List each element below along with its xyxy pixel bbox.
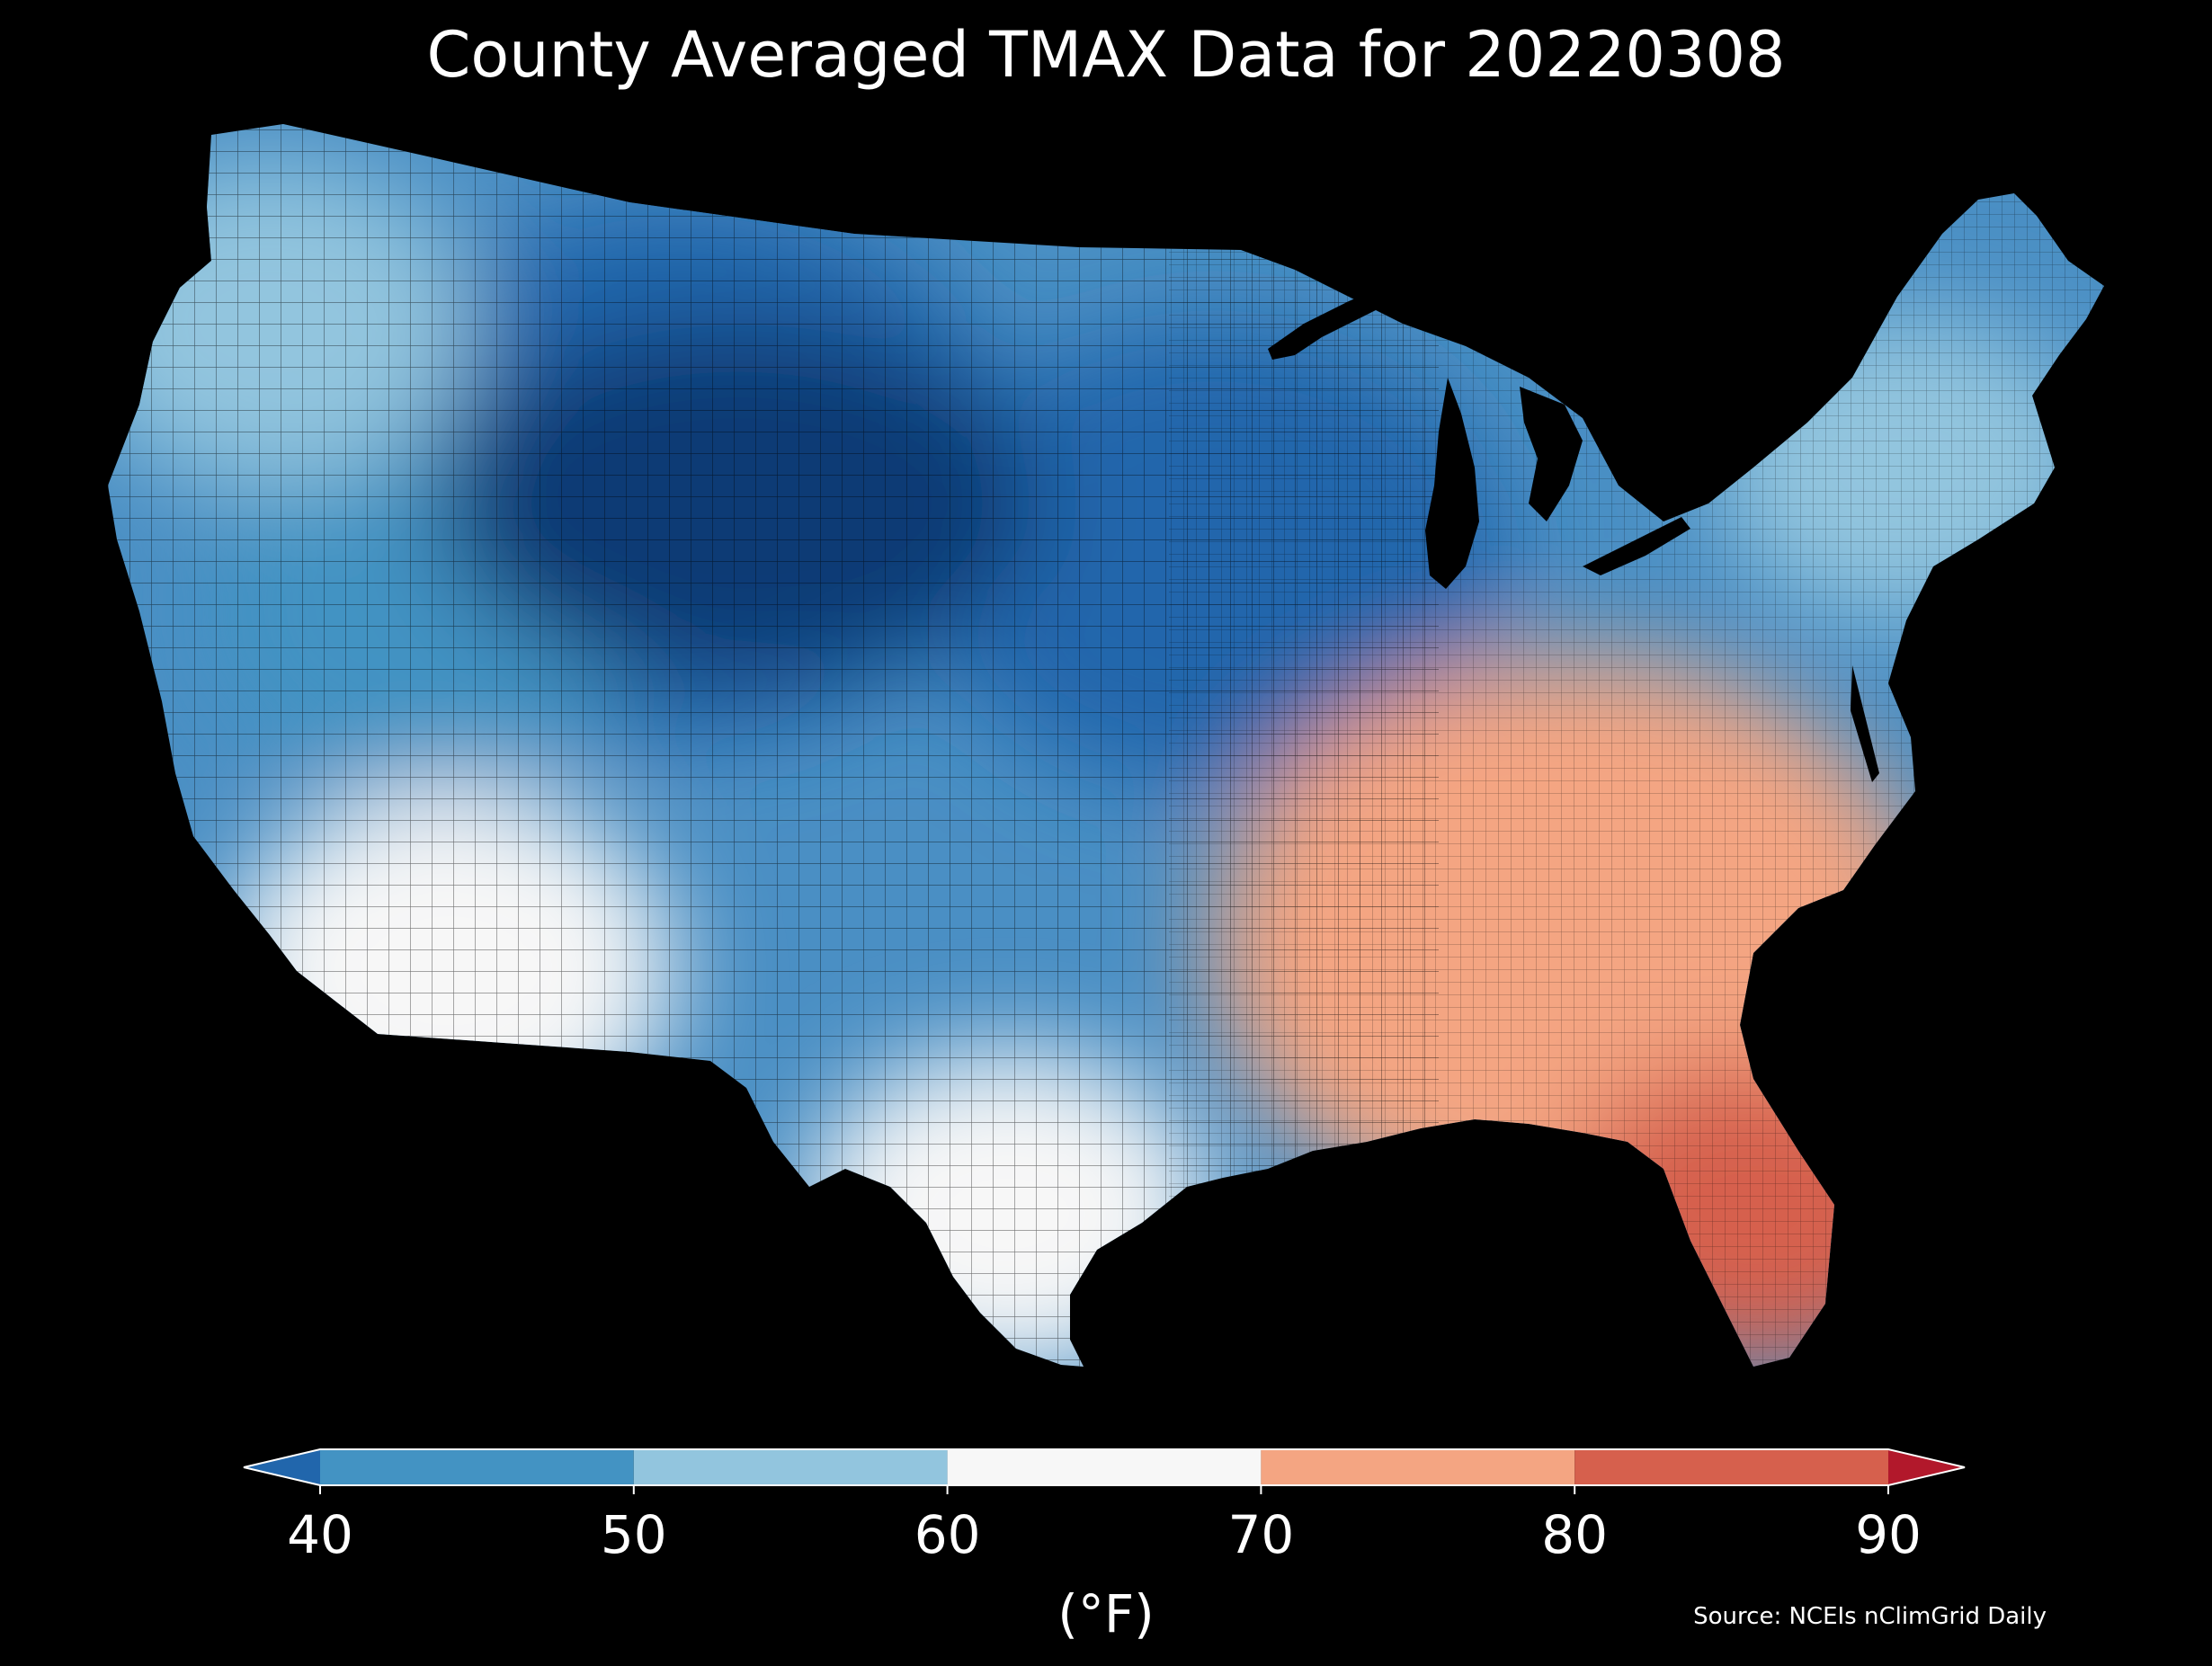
lake-erie: [1583, 517, 1690, 575]
lake-huron: [1520, 387, 1583, 521]
colorbar-tick-label: 70: [1227, 1504, 1295, 1565]
colorbar-tick-label: 40: [287, 1504, 353, 1565]
great-lakes: [1268, 286, 1879, 782]
colorbar: [243, 1448, 1966, 1494]
colorbar-tick-label: 50: [600, 1504, 667, 1565]
colorbar-unit-label: (°F): [1057, 1583, 1155, 1644]
colorbar-extend-high: [1888, 1449, 1965, 1485]
chesapeake-bay: [1851, 665, 1879, 782]
colorbar-extend-low: [244, 1449, 320, 1485]
colorbar-tick-label: 80: [1541, 1504, 1609, 1565]
source-credit: Source: NCEIs nClimGrid Daily: [1693, 1603, 2047, 1630]
colorbar-bin: [633, 1449, 948, 1485]
colorbar-tick-label: 90: [1855, 1504, 1922, 1565]
colorbar-bin: [320, 1449, 634, 1485]
eastern-county-boundaries: [1169, 124, 2104, 1367]
us-county-map: [108, 124, 2104, 1367]
map-title: County Averaged TMAX Data for 20220308: [426, 18, 1786, 92]
colorbar-bin: [1574, 1449, 1888, 1485]
colorbar-tick-label: 60: [914, 1504, 981, 1565]
lake-superior: [1268, 286, 1398, 360]
colorbar-bin: [1261, 1449, 1575, 1485]
lake-michigan: [1425, 378, 1479, 589]
colorbar-bin: [947, 1449, 1262, 1485]
